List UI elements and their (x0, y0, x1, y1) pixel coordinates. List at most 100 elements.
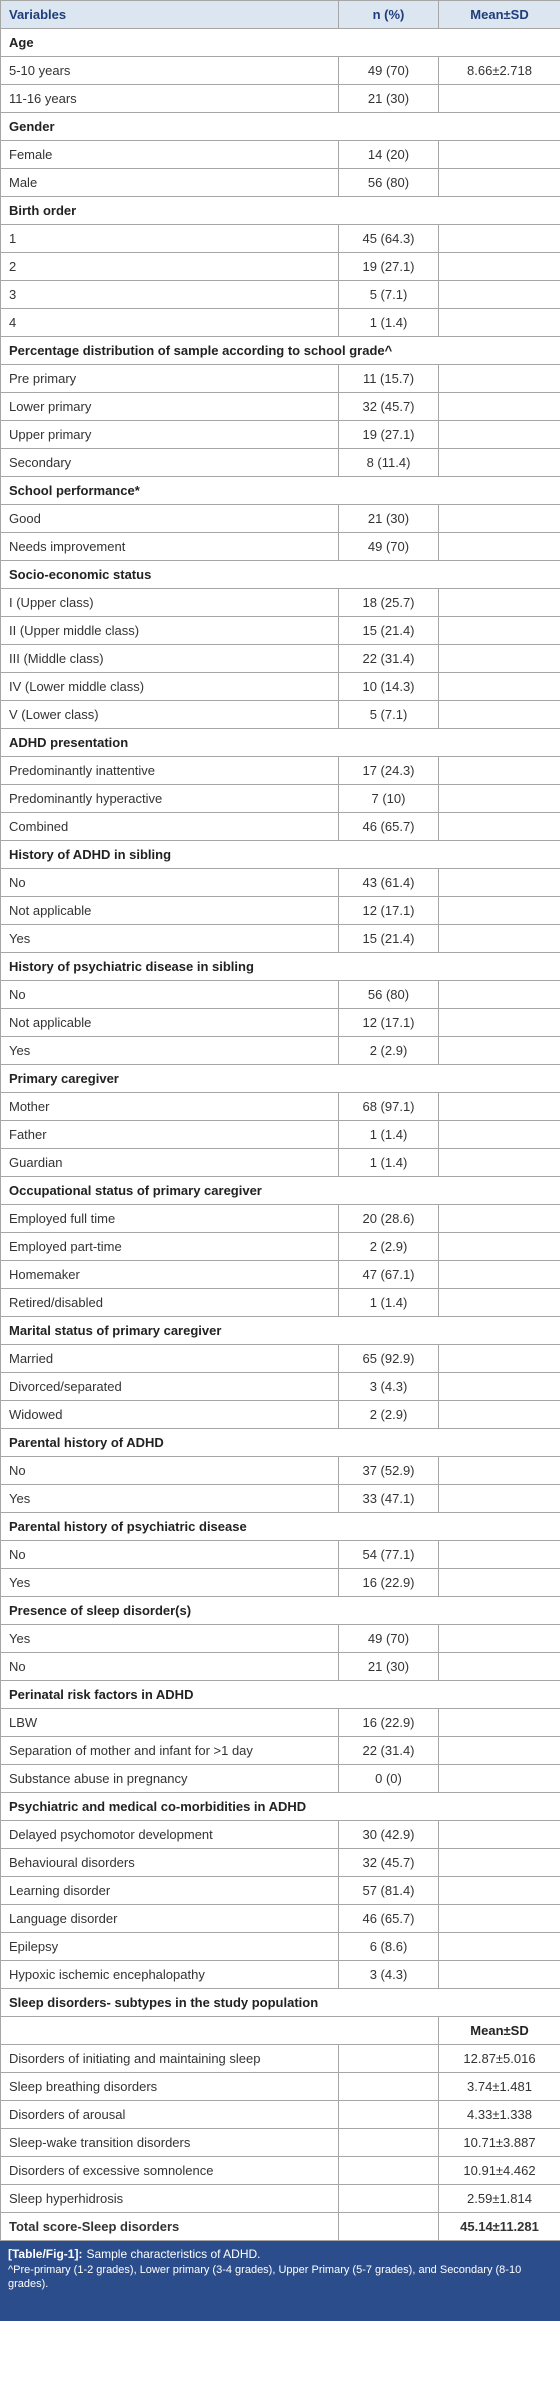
row-label: Divorced/separated (0, 1372, 339, 1401)
n-cell: 49 (70) (338, 56, 439, 85)
mean-cell (438, 1120, 560, 1149)
mean-cell (438, 672, 560, 701)
n-cell: 5 (7.1) (338, 700, 439, 729)
data-row: Divorced/separated 3 (4.3) (0, 1372, 560, 1401)
section-title: Psychiatric and medical co-morbidities i… (0, 1792, 560, 1821)
row-label: Disorders of arousal (0, 2100, 339, 2129)
section-row: History of ADHD in sibling (0, 840, 560, 869)
data-row: Female 14 (20) (0, 140, 560, 169)
n-cell: 32 (45.7) (338, 1848, 439, 1877)
row-label: Homemaker (0, 1260, 339, 1289)
mean-cell (438, 1260, 560, 1289)
data-row: Epilepsy 6 (8.6) (0, 1932, 560, 1961)
n-cell: 19 (27.1) (338, 252, 439, 281)
row-label: III (Middle class) (0, 644, 339, 673)
mean-cell (438, 756, 560, 785)
section-row: Psychiatric and medical co-morbidities i… (0, 1792, 560, 1821)
mean-cell (438, 504, 560, 533)
section-title: Marital status of primary caregiver (0, 1316, 560, 1345)
data-row: Sleep hyperhidrosis 2.59±1.814 (0, 2184, 560, 2213)
data-row: Sleep-wake transition disorders 10.71±3.8… (0, 2128, 560, 2157)
n-cell: 15 (21.4) (338, 616, 439, 645)
n-cell: 65 (92.9) (338, 1344, 439, 1373)
empty-cell (338, 2184, 439, 2213)
mean-cell: 3.74±1.481 (438, 2072, 560, 2101)
row-label: No (0, 1652, 339, 1681)
n-cell: 3 (4.3) (338, 1960, 439, 1989)
row-label: Disorders of excessive somnolence (0, 2156, 339, 2185)
mean-cell (438, 896, 560, 925)
n-cell: 2 (2.9) (338, 1400, 439, 1429)
row-label: Female (0, 140, 339, 169)
empty-cell (338, 2156, 439, 2185)
mean-cell: 8.66±2.718 (438, 56, 560, 85)
row-label: Yes (0, 924, 339, 953)
row-label: Yes (0, 1036, 339, 1065)
data-row: Combined 46 (65.7) (0, 812, 560, 841)
mean-cell (438, 1904, 560, 1933)
section-title: Parental history of psychiatric disease (0, 1512, 560, 1541)
data-row: 11-16 years 21 (30) (0, 84, 560, 113)
section-row: Parental history of psychiatric disease (0, 1512, 560, 1541)
mean-cell (438, 1764, 560, 1793)
total-row: Total score-Sleep disorders 45.14±11.281 (0, 2212, 560, 2241)
section-row: School performance* (0, 476, 560, 505)
data-row: Substance abuse in pregnancy 0 (0) (0, 1764, 560, 1793)
section-row: Parental history of ADHD (0, 1428, 560, 1457)
n-cell: 56 (80) (338, 980, 439, 1009)
section-row: Socio-economic status (0, 560, 560, 589)
n-cell: 21 (30) (338, 504, 439, 533)
data-row: Behavioural disorders 32 (45.7) (0, 1848, 560, 1877)
mean-cell (438, 1848, 560, 1877)
n-cell: 20 (28.6) (338, 1204, 439, 1233)
empty-cell (338, 2044, 439, 2073)
row-label: Mother (0, 1092, 339, 1121)
mean-cell (438, 1624, 560, 1653)
mean-cell (438, 280, 560, 309)
mean-cell (438, 1148, 560, 1177)
row-label: No (0, 1540, 339, 1569)
mean-cell (438, 1484, 560, 1513)
row-label: Predominantly hyperactive (0, 784, 339, 813)
row-label: Learning disorder (0, 1876, 339, 1905)
row-label: Good (0, 504, 339, 533)
mean-cell (438, 1820, 560, 1849)
row-label: Yes (0, 1624, 339, 1653)
data-row: Yes 16 (22.9) (0, 1568, 560, 1597)
mean-cell (438, 1876, 560, 1905)
n-cell: 1 (1.4) (338, 308, 439, 337)
data-row: 5-10 years 49 (70) 8.66±2.718 (0, 56, 560, 85)
n-cell: 19 (27.1) (338, 420, 439, 449)
mean-cell (438, 1288, 560, 1317)
data-row: Married 65 (92.9) (0, 1344, 560, 1373)
section-title: Birth order (0, 196, 560, 225)
mean-cell (438, 700, 560, 729)
row-label: 2 (0, 252, 339, 281)
data-row: IV (Lower middle class) 10 (14.3) (0, 672, 560, 701)
row-label: Substance abuse in pregnancy (0, 1764, 339, 1793)
header-cell: Variables (0, 0, 339, 29)
section-row: Sleep disorders- subtypes in the study p… (0, 1988, 560, 2017)
n-cell: 10 (14.3) (338, 672, 439, 701)
n-cell: 1 (1.4) (338, 1288, 439, 1317)
row-label: Language disorder (0, 1904, 339, 1933)
row-label: Pre primary (0, 364, 339, 393)
data-row: Employed full time 20 (28.6) (0, 1204, 560, 1233)
data-row: Guardian 1 (1.4) (0, 1148, 560, 1177)
data-row: II (Upper middle class) 15 (21.4) (0, 616, 560, 645)
table-body: Variables n (%) Mean±SD Age 5-10 years 49 … (0, 0, 560, 2241)
n-cell: 46 (65.7) (338, 812, 439, 841)
header-cell: n (%) (338, 0, 439, 29)
data-row: Yes 33 (47.1) (0, 1484, 560, 1513)
row-label: Yes (0, 1568, 339, 1597)
n-cell: 0 (0) (338, 1764, 439, 1793)
n-cell: 12 (17.1) (338, 1008, 439, 1037)
n-cell: 43 (61.4) (338, 868, 439, 897)
data-row: Homemaker 47 (67.1) (0, 1260, 560, 1289)
mean-cell (438, 84, 560, 113)
data-row: Predominantly inattentive 17 (24.3) (0, 756, 560, 785)
mean-cell: 2.59±1.814 (438, 2184, 560, 2213)
row-label: Father (0, 1120, 339, 1149)
subheader-cell: Mean±SD (438, 2016, 560, 2045)
